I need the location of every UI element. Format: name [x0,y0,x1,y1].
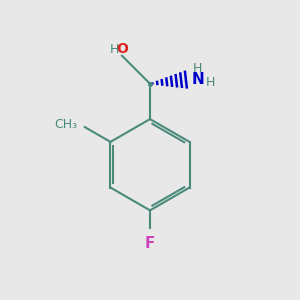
Text: CH₃: CH₃ [54,118,77,130]
Text: H: H [193,61,202,75]
Text: H: H [206,76,215,89]
Text: H: H [110,43,119,56]
Text: O: O [116,42,128,56]
Text: N: N [191,72,204,87]
Text: F: F [145,236,155,251]
